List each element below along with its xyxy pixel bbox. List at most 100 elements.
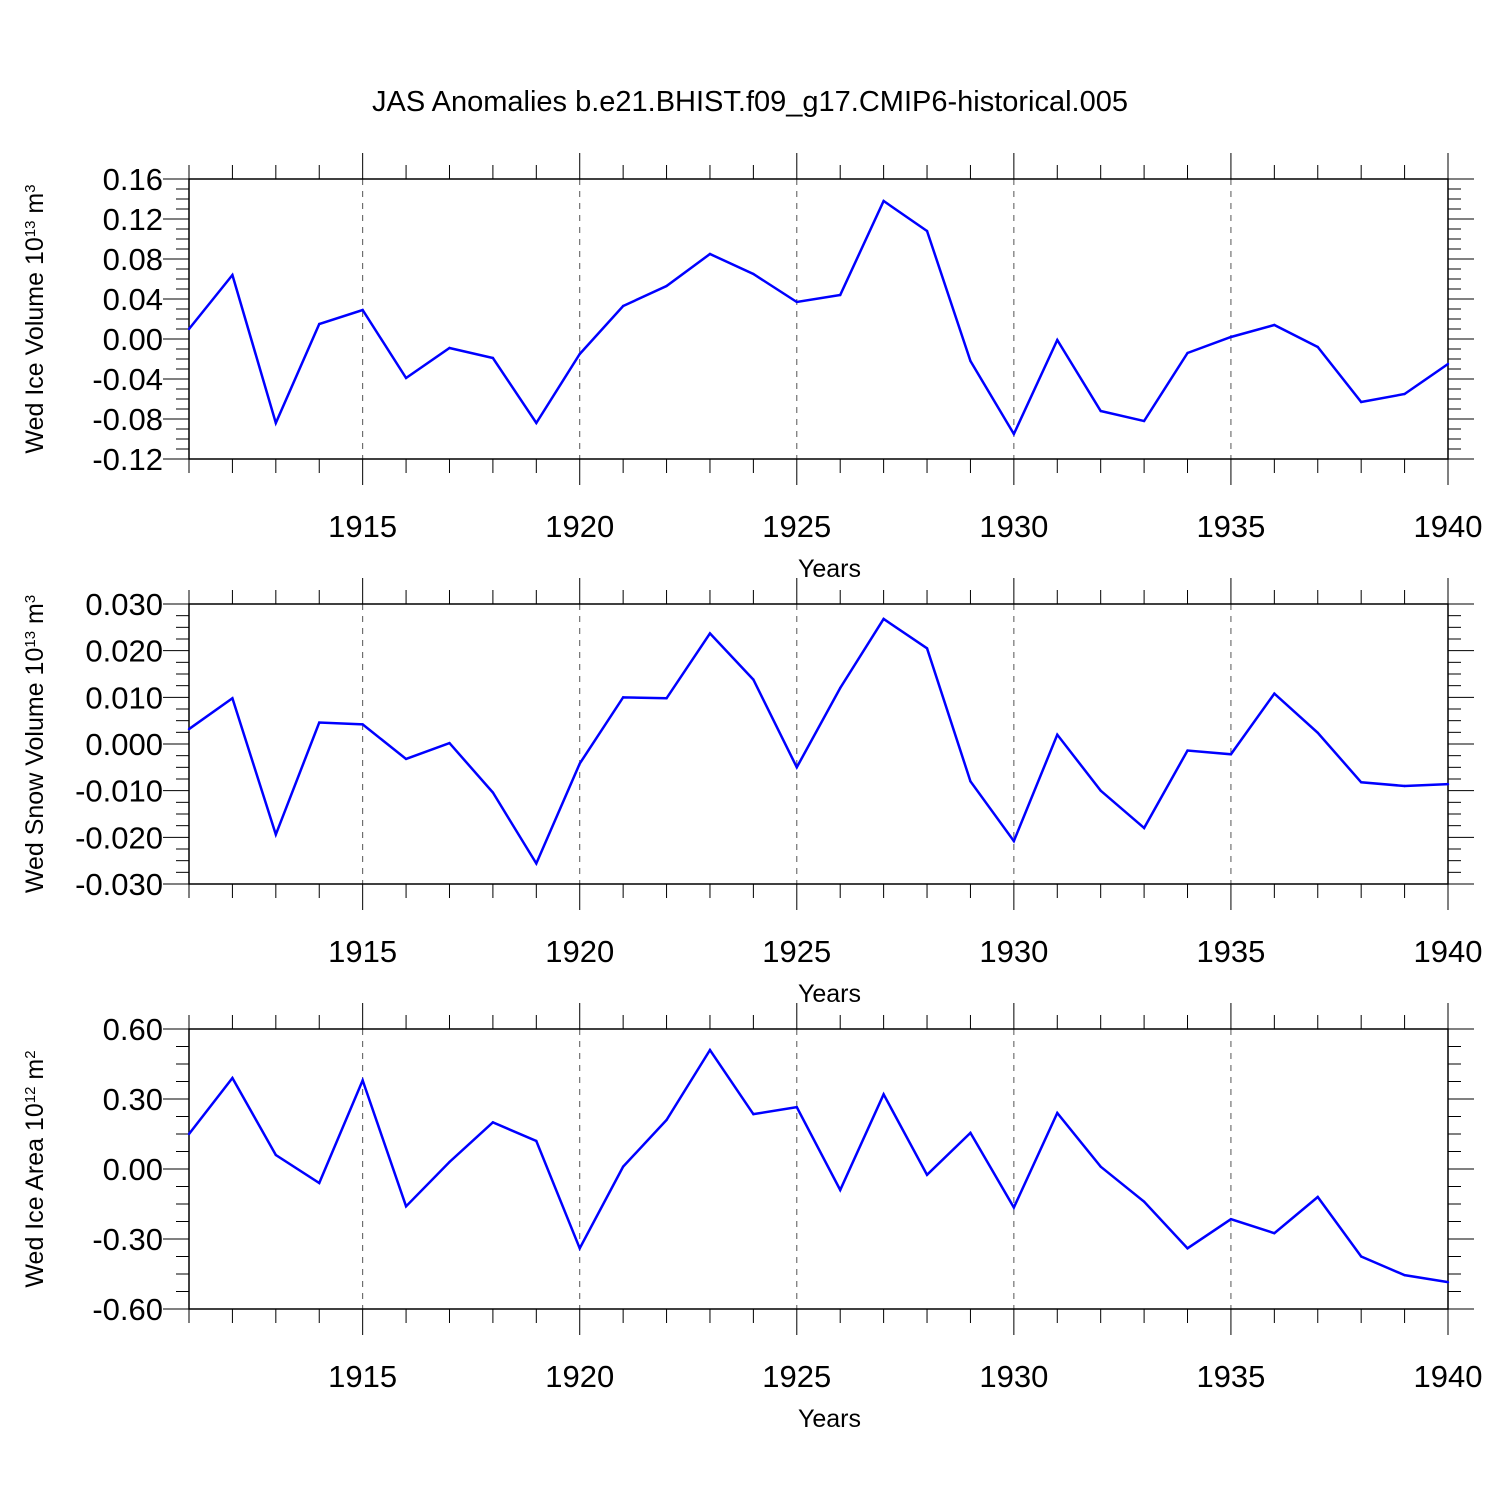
x-tick-label: 1925 [762, 1359, 831, 1394]
data-point [1403, 392, 1406, 396]
data-point [187, 1132, 191, 1136]
data-point [578, 762, 581, 765]
data-point [231, 697, 234, 700]
x-tick-label: 1930 [979, 509, 1048, 544]
x-tick-label: 1915 [328, 1359, 397, 1394]
data-point [1142, 1200, 1146, 1203]
data-point [708, 1048, 712, 1052]
data-point [1359, 781, 1363, 784]
data-point [708, 632, 712, 635]
data-point [318, 721, 321, 724]
data-point [187, 327, 191, 331]
x-tick-label: 1920 [545, 509, 614, 544]
data-point [925, 647, 929, 650]
data-point [969, 359, 972, 363]
data-point [274, 1153, 278, 1157]
data-point [708, 252, 712, 256]
y-tick-label: 0.030 [85, 587, 163, 622]
data-point [1316, 1195, 1319, 1199]
plot-frame [188, 1028, 1449, 1310]
data-point [448, 346, 451, 350]
data-point [1099, 1165, 1102, 1168]
data-point [578, 352, 581, 356]
figure-title: JAS Anomalies b.e21.BHIST.f09_g17.CMIP6-… [371, 86, 1128, 118]
data-point [1316, 345, 1319, 349]
y-axis-label: Wed Snow Volume 1013 m3 [21, 595, 49, 893]
data-point [1273, 1231, 1276, 1235]
y-tick-label: 0.60 [103, 1012, 163, 1047]
y-tick-label: 0.08 [103, 242, 163, 277]
x-axis-label: Years [798, 1405, 861, 1433]
data-point [274, 421, 278, 425]
x-tick-label: 1920 [545, 1359, 614, 1394]
data-point [882, 617, 885, 621]
y-tick-label: 0.12 [103, 202, 163, 237]
data-point [1056, 1111, 1059, 1115]
x-tick-label: 1930 [979, 934, 1048, 969]
data-point [535, 1139, 538, 1143]
plot-frame [188, 178, 1449, 460]
data-point [925, 1173, 929, 1177]
data-point [1446, 782, 1450, 786]
data-point [361, 723, 364, 726]
data-point [665, 284, 668, 288]
data-point [795, 1105, 798, 1109]
data-point [318, 322, 321, 326]
data-point [1186, 749, 1189, 752]
data-point [1403, 1273, 1406, 1277]
data-point [1099, 789, 1102, 792]
data-point [969, 780, 972, 783]
x-tick-label: 1925 [762, 934, 831, 969]
snow-volume-chart: -0.030 -0.020 -0.010 0.000 0.010 0.020 0.030 19… [21, 578, 1482, 1008]
data-point [491, 1121, 495, 1124]
y-tick-label: 0.00 [103, 1152, 163, 1187]
data-point [1186, 1247, 1189, 1250]
data-point [795, 766, 798, 769]
data-point [882, 199, 885, 203]
data-point [839, 1188, 842, 1192]
data-point [404, 757, 408, 761]
data-point [1359, 1255, 1363, 1258]
x-axis-label: Years [798, 980, 861, 1008]
data-point [621, 696, 625, 699]
y-tick-label: 0.020 [85, 634, 163, 669]
ice-volume-chart: -0.12 -0.08 -0.04 0.00 0.04 0.08 0.12 0.16 1915 1… [21, 153, 1482, 583]
data-point [1229, 335, 1233, 339]
y-tick-label: -0.12 [92, 442, 163, 477]
x-tick-label: 1940 [1414, 509, 1483, 544]
data-point [1403, 784, 1406, 788]
y-tick-label: -0.04 [92, 362, 163, 397]
y-tick-label: 0.30 [103, 1082, 163, 1117]
data-point [795, 300, 798, 304]
data-point [882, 1093, 885, 1096]
y-tick-label: -0.30 [92, 1222, 163, 1257]
y-axis-label: Wed Ice Area 1012 m2 [21, 1050, 49, 1287]
data-point [1012, 432, 1016, 436]
data-point [752, 272, 755, 276]
data-point [318, 1181, 321, 1185]
data-point [665, 697, 668, 700]
data-point [752, 678, 755, 681]
x-tick-label: 1920 [545, 934, 614, 969]
data-point [1056, 733, 1059, 736]
ice-area-chart: -0.60 -0.30 0.00 0.30 0.60 1915 1920 1925 1930 19… [21, 1003, 1482, 1433]
data-point [1359, 400, 1363, 404]
data-point [448, 1160, 451, 1164]
data-point [1273, 692, 1276, 695]
data-point [621, 1165, 625, 1168]
data-point [1012, 1206, 1016, 1209]
series-line [188, 199, 1449, 437]
data-point [1229, 753, 1233, 756]
data-point [448, 741, 451, 745]
data-point [535, 421, 538, 425]
data-point [1142, 826, 1146, 830]
y-tick-label: -0.030 [75, 867, 163, 902]
series-line [188, 1047, 1449, 1284]
data-point [1186, 351, 1189, 355]
data-point [1229, 1217, 1233, 1221]
data-point [969, 1131, 972, 1135]
y-tick-label: -0.60 [92, 1292, 163, 1327]
x-tick-label: 1935 [1196, 1359, 1265, 1394]
x-axis-label: Years [798, 555, 861, 583]
